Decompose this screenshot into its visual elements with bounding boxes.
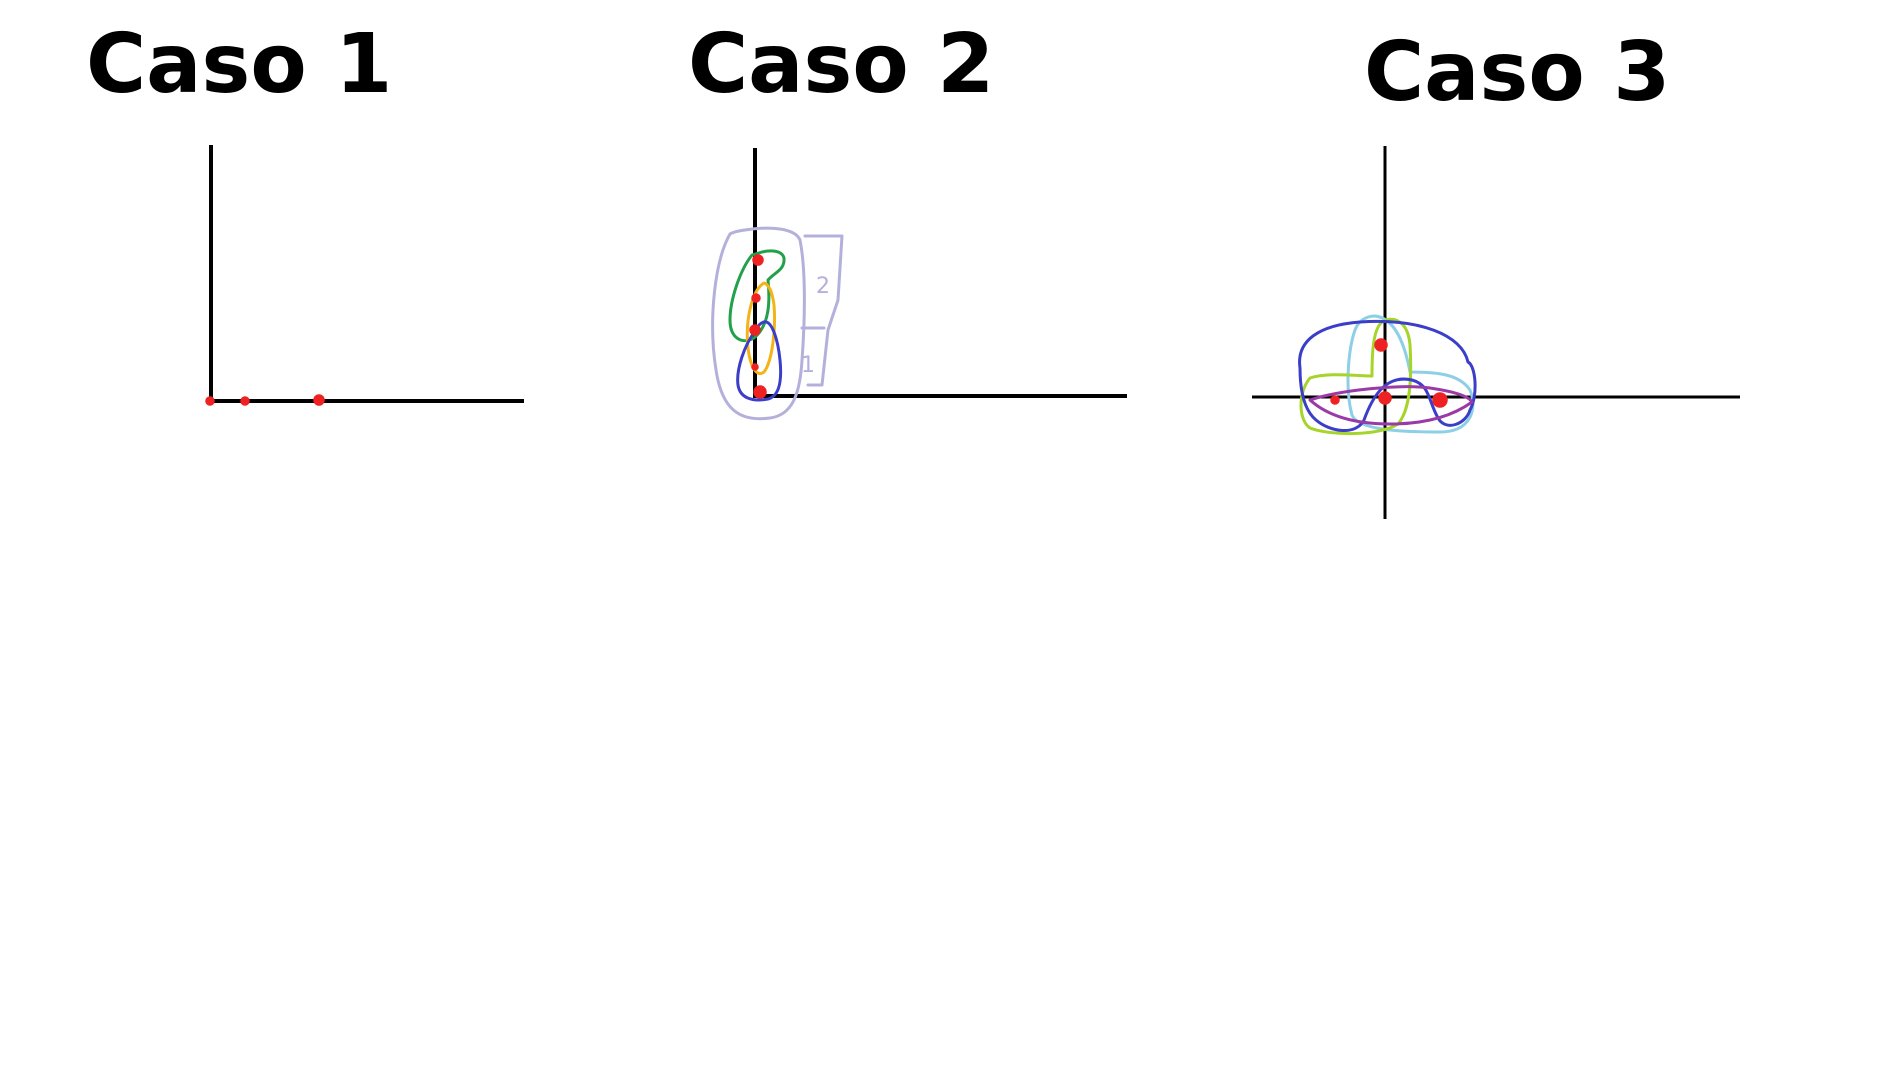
case-2-title: Caso 2	[688, 17, 994, 112]
case-2-orange-cluster-loop	[745, 281, 776, 375]
case-2-point	[749, 324, 761, 336]
case-3-point	[1330, 395, 1340, 405]
case-1: Caso 1	[86, 17, 524, 406]
case-2-blue-cluster-loop	[736, 320, 783, 402]
case-2-point	[752, 254, 764, 266]
case-2-lavender-cluster-loop	[711, 226, 806, 421]
case-2-distance-bracket	[800, 234, 844, 387]
case-2-point	[753, 385, 767, 399]
case-2-green-cluster-loop	[728, 249, 786, 343]
case-3-lime-cluster-loop	[1299, 317, 1413, 436]
case-1-point	[313, 394, 325, 406]
case-3-title: Caso 3	[1364, 25, 1670, 120]
case-3-point	[1374, 338, 1388, 352]
case-3-point	[1432, 392, 1448, 408]
case-2-distance-label: 1	[801, 353, 815, 378]
case-3: Caso 3	[1252, 25, 1740, 519]
case-3-blue-cluster-loop	[1298, 319, 1477, 432]
case-2: Caso 2 2 1	[688, 17, 1127, 421]
case-3-point	[1378, 391, 1392, 405]
case-2-point	[751, 363, 759, 371]
case-2-distance-label: 2	[816, 274, 830, 299]
case-1-title: Caso 1	[86, 17, 392, 112]
case-3-purple-cluster-loop	[1308, 385, 1474, 426]
case-1-point	[205, 396, 215, 406]
case-3-light-blue-cluster-loop	[1346, 314, 1475, 434]
case-1-point	[240, 396, 250, 406]
case-2-point	[751, 293, 761, 303]
